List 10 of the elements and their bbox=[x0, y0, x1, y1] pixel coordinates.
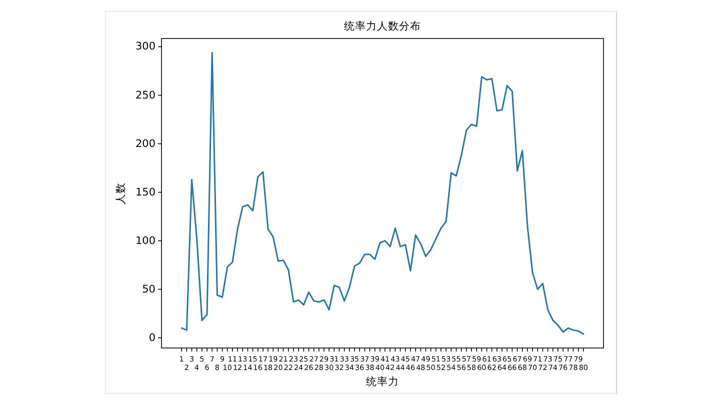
y-tick-label: 0 bbox=[148, 332, 156, 344]
y-tick-label: 200 bbox=[135, 138, 156, 150]
x-axis-title: 统率力 bbox=[366, 375, 399, 388]
y-tick-label: 150 bbox=[135, 186, 156, 198]
y-axis-title: 人数 bbox=[115, 182, 127, 204]
y-tick-label: 250 bbox=[135, 89, 156, 102]
y-tick-label: 300 bbox=[135, 40, 156, 53]
y-tick-label: 100 bbox=[135, 234, 156, 247]
chart-title: 统率力人数分布 bbox=[344, 20, 421, 32]
y-tick-label: 50 bbox=[142, 283, 156, 296]
